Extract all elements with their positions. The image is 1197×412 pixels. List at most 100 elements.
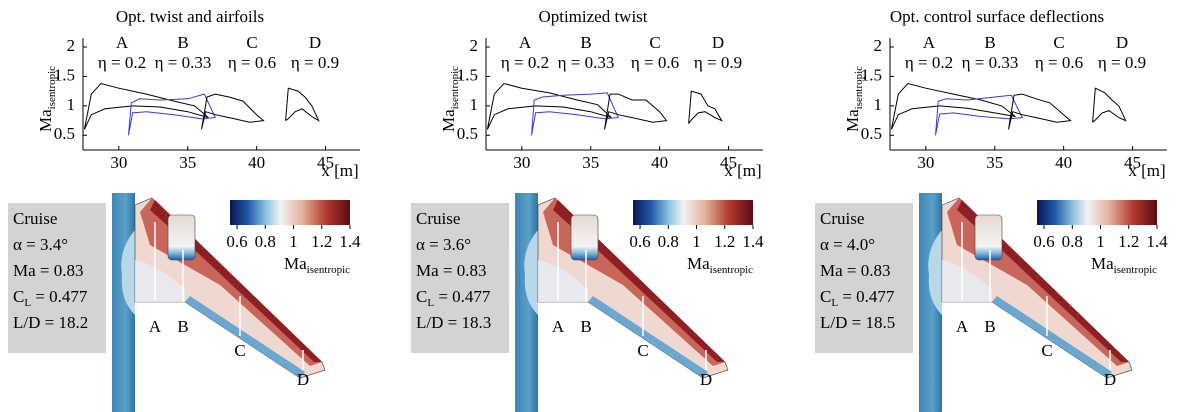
condition: CL = 0.477 xyxy=(820,287,895,309)
condition: Ma = 0.83 xyxy=(820,261,891,280)
condition: Cruise xyxy=(13,209,57,228)
section-eta: η = 0.9 xyxy=(1098,53,1146,72)
section-eta: η = 0.2 xyxy=(501,53,549,72)
colorbar-tick-label: 1.2 xyxy=(1118,232,1139,251)
wing-section-label: B xyxy=(177,317,188,336)
y-tick-label: 0.5 xyxy=(457,124,478,143)
colorbar-tick-label: 0.6 xyxy=(629,232,650,251)
colorbar xyxy=(230,200,350,225)
colorbar-tick-label: 1 xyxy=(692,232,701,251)
section-curve xyxy=(689,91,722,123)
x-tick-label: 40 xyxy=(651,153,668,172)
section-curve xyxy=(286,88,319,120)
x-tick-label: 35 xyxy=(986,153,1003,172)
colorbar-label-sub: isentropic xyxy=(1114,264,1157,276)
condition: CL = 0.477 xyxy=(416,287,491,309)
colorbar-tick-label: 0.6 xyxy=(1033,232,1054,251)
x-axis-label: x [m] xyxy=(724,161,761,180)
colorbar-tick-label: 1 xyxy=(289,232,298,251)
colorbar-label-main: Ma xyxy=(1091,254,1114,273)
wing-section-label: B xyxy=(984,317,995,336)
colorbar-label: Maisentropic xyxy=(687,254,753,276)
section-curve xyxy=(605,94,667,129)
wing-section-label: D xyxy=(297,370,309,389)
condition-rest: = 0.477 xyxy=(434,287,491,306)
y-axis-label: Maisentropic xyxy=(36,66,58,132)
x-tick-label: 40 xyxy=(1055,153,1072,172)
colorbar-tick-label: 1.4 xyxy=(1146,232,1168,251)
section-letter: C xyxy=(246,33,257,52)
condition: α = 3.4° xyxy=(13,235,68,254)
y-tick-label: 0.5 xyxy=(54,124,75,143)
section-letter: B xyxy=(984,33,995,52)
condition: CL = 0.477 xyxy=(13,287,88,309)
colorbar-tick-label: 1.2 xyxy=(311,232,332,251)
colorbar-tick-label: 0.6 xyxy=(226,232,247,251)
section-curve xyxy=(891,84,1015,130)
x-axis-label: x [m] xyxy=(1128,161,1165,180)
condition-rest: = 0.477 xyxy=(31,287,88,306)
condition: L/D = 18.5 xyxy=(820,313,895,332)
condition-main: C xyxy=(820,287,831,306)
page: Opt. twist and airfoils0.511.5230354045M… xyxy=(0,0,1197,412)
section-eta: η = 0.9 xyxy=(694,53,742,72)
section-curve xyxy=(1093,88,1126,122)
wing-section-label: B xyxy=(580,317,591,336)
section-eta: η = 0.2 xyxy=(905,53,953,72)
condition-main: C xyxy=(13,287,24,306)
panel-title: Opt. twist and airfoils xyxy=(116,7,264,26)
condition: α = 4.0° xyxy=(820,235,875,254)
section-letter: C xyxy=(1053,33,1064,52)
condition-main: C xyxy=(416,287,427,306)
x-tick-label: 35 xyxy=(582,153,599,172)
colorbar-label: Maisentropic xyxy=(284,254,350,276)
panel-title: Opt. control surface deflections xyxy=(890,7,1104,26)
section-eta: η = 0.33 xyxy=(155,53,212,72)
y-tick-label: 1 xyxy=(874,95,883,114)
condition: Cruise xyxy=(416,209,460,228)
x-tick-label: 30 xyxy=(513,153,530,172)
section-curve xyxy=(487,84,611,130)
x-tick-label: 30 xyxy=(917,153,934,172)
section-eta: η = 0.33 xyxy=(962,53,1019,72)
colorbar-label-main: Ma xyxy=(284,254,307,273)
section-letter: B xyxy=(177,33,188,52)
condition: Ma = 0.83 xyxy=(416,261,487,280)
y-tick-label: 2 xyxy=(470,36,479,55)
y-tick-label: 0.5 xyxy=(861,124,882,143)
x-tick-label: 30 xyxy=(110,153,127,172)
y-axis-label-sub: isentropic xyxy=(853,66,865,109)
colorbar-label-main: Ma xyxy=(687,254,710,273)
condition: α = 3.6° xyxy=(416,235,471,254)
y-tick-label: 1 xyxy=(67,95,76,114)
section-curve xyxy=(202,94,264,129)
section-letter: A xyxy=(923,33,936,52)
wing-section-label: D xyxy=(1104,370,1116,389)
section-eta: η = 0.6 xyxy=(631,53,679,72)
section-letter: D xyxy=(309,33,321,52)
colorbar-tick-label: 0.8 xyxy=(255,232,276,251)
section-letter: D xyxy=(1116,33,1128,52)
y-tick-label: 2 xyxy=(67,36,76,55)
section-eta: η = 0.2 xyxy=(98,53,146,72)
wing-section-label: A xyxy=(149,317,162,336)
y-axis-label: Maisentropic xyxy=(439,66,461,132)
y-axis-label-sub: isentropic xyxy=(449,66,461,109)
section-letter: C xyxy=(649,33,660,52)
y-axis-label: Maisentropic xyxy=(843,66,865,132)
section-eta: η = 0.9 xyxy=(291,53,339,72)
panel-title: Optimized twist xyxy=(538,7,647,26)
colorbar-tick-label: 0.8 xyxy=(658,232,679,251)
x-tick-label: 35 xyxy=(179,153,196,172)
condition: Ma = 0.83 xyxy=(13,261,84,280)
condition: Cruise xyxy=(820,209,864,228)
section-eta: η = 0.6 xyxy=(228,53,276,72)
section-letter: A xyxy=(519,33,532,52)
colorbar-label-sub: isentropic xyxy=(307,264,350,276)
wing-section-label: D xyxy=(700,370,712,389)
section-eta: η = 0.6 xyxy=(1035,53,1083,72)
section-curve xyxy=(84,84,208,130)
wing-section-label: A xyxy=(552,317,565,336)
colorbar-label-sub: isentropic xyxy=(710,264,753,276)
colorbar-tick-label: 1.2 xyxy=(714,232,735,251)
